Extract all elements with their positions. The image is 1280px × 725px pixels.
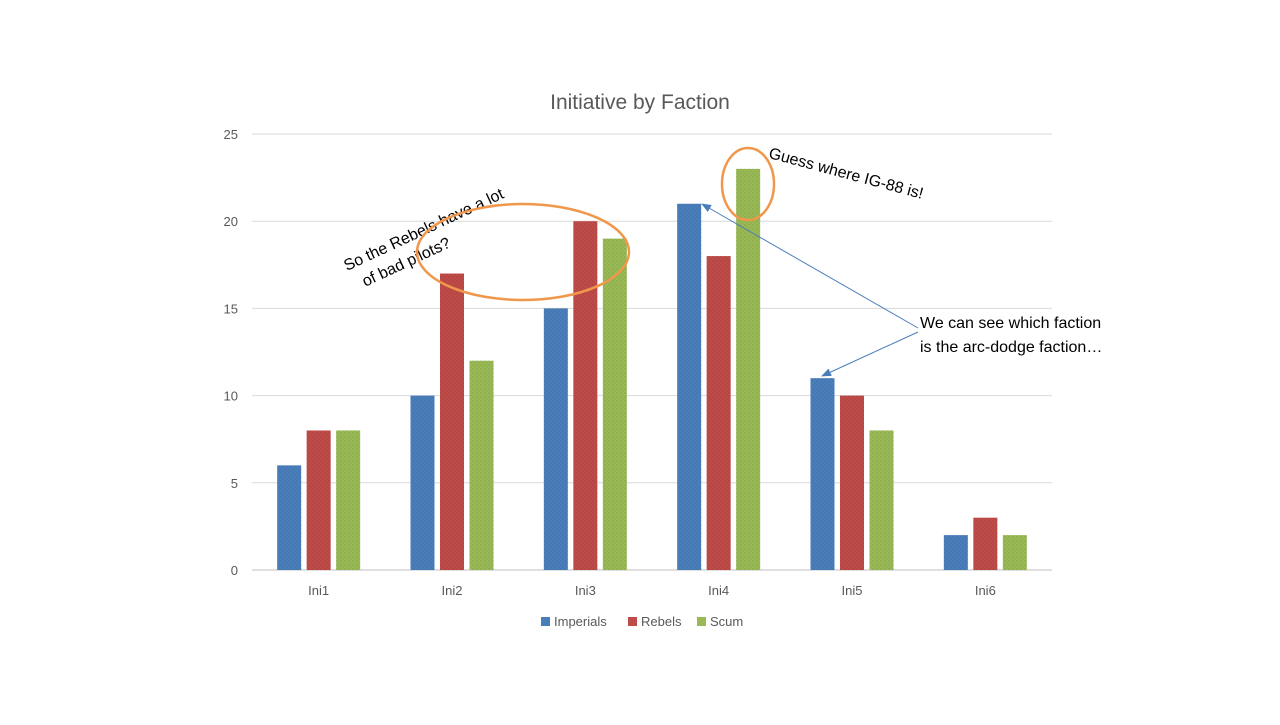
ig88-annotation-text: Guess where IG-88 is!	[767, 145, 925, 203]
bar-texture	[306, 430, 331, 570]
bar-texture	[706, 256, 731, 570]
legend-label-rebels: Rebels	[641, 614, 682, 629]
bar-texture	[736, 168, 761, 570]
y-tick-label: 25	[224, 127, 238, 142]
bar-texture	[973, 517, 998, 570]
arc-dodge-annotation-line-2: is the arc-dodge faction…	[920, 339, 1102, 356]
x-tick-label: Ini2	[442, 583, 463, 598]
y-tick-label: 15	[224, 301, 238, 316]
chart-title: Initiative by Faction	[550, 91, 730, 114]
legend-label-scum: Scum	[710, 614, 743, 629]
bar-texture	[1002, 535, 1027, 570]
y-tick-label: 10	[224, 389, 238, 404]
x-tick-label: Ini1	[308, 583, 329, 598]
legend-swatch-rebels	[628, 617, 637, 626]
y-tick-label: 0	[231, 563, 238, 578]
bar-texture	[810, 378, 835, 570]
legend-swatch-imperials	[541, 617, 550, 626]
y-axis-ticks: 0 5 10 15 20 25	[224, 127, 238, 578]
bar-texture	[840, 395, 864, 570]
bar-texture	[602, 238, 627, 570]
rebels-annotation: So the Rebels have a lot of bad pilots?	[341, 185, 507, 290]
bar-texture	[677, 203, 702, 570]
legend-swatch-scum	[697, 617, 706, 626]
x-tick-label: Ini4	[708, 583, 729, 598]
bar-texture	[440, 273, 464, 570]
x-axis-ticks: Ini1 Ini2 Ini3 Ini4 Ini5 Ini6	[308, 583, 996, 598]
ig88-highlight-ellipse	[720, 146, 776, 222]
y-tick-label: 5	[231, 476, 238, 491]
bar-texture	[943, 535, 968, 570]
x-tick-label: Ini6	[975, 583, 996, 598]
legend: Imperials Rebels Scum	[541, 614, 743, 629]
bar-texture	[410, 395, 435, 570]
x-tick-label: Ini5	[842, 583, 863, 598]
ig88-annotation: Guess where IG-88 is!	[767, 145, 925, 203]
y-tick-label: 20	[224, 214, 238, 229]
bar-texture	[573, 221, 598, 570]
legend-label-imperials: Imperials	[554, 614, 607, 629]
bar-texture	[543, 308, 568, 570]
x-tick-label: Ini3	[575, 583, 596, 598]
arc-dodge-annotation-line-1: We can see which faction	[920, 315, 1101, 332]
bar-texture	[869, 430, 894, 570]
arrow-to-ini5-imperials	[821, 331, 919, 377]
bar-texture	[469, 360, 494, 570]
bar-texture	[336, 430, 361, 570]
bar-texture	[277, 465, 302, 570]
rebels-highlight-ellipse	[415, 202, 631, 302]
bars	[277, 168, 1027, 570]
gridlines	[252, 133, 1052, 571]
arrow-to-ini4-imperials	[701, 203, 919, 329]
